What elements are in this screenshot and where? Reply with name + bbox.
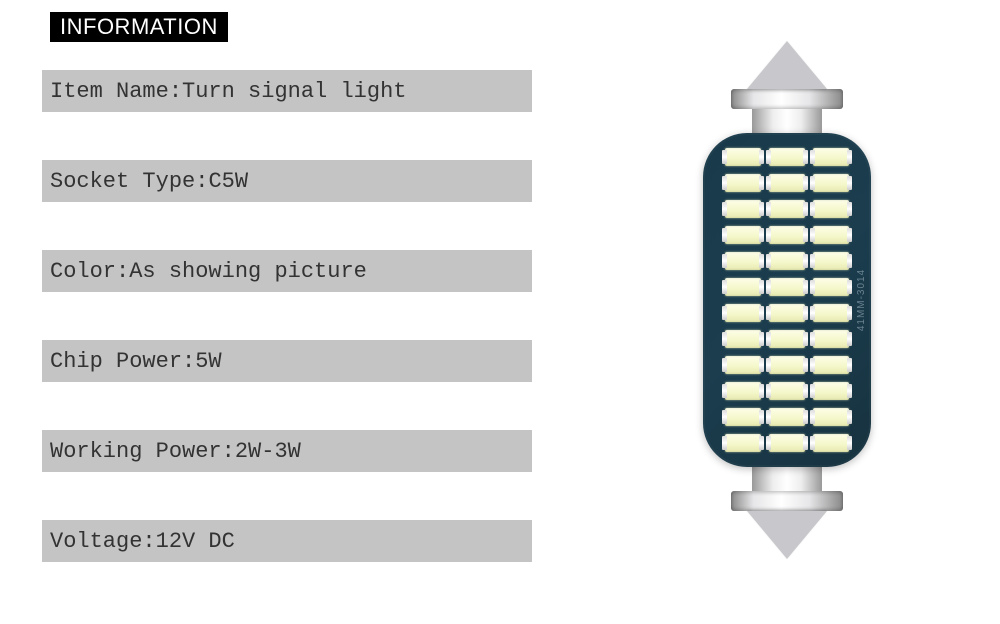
cap-neck-icon [752, 467, 822, 491]
festoon-cap-top [731, 41, 843, 133]
cap-cone-icon [747, 41, 827, 89]
led-chip-icon [813, 278, 849, 296]
led-chip-icon [813, 434, 849, 452]
spec-value: C5W [208, 169, 248, 194]
led-row [725, 382, 849, 400]
led-row [725, 174, 849, 192]
led-row [725, 148, 849, 166]
led-chip-icon [725, 382, 761, 400]
spec-value: As showing picture [129, 259, 367, 284]
led-row [725, 356, 849, 374]
festoon-cap-bottom [731, 467, 843, 559]
led-chip-icon [725, 226, 761, 244]
pcb-board: 41MM-3014 [703, 133, 871, 467]
spec-label: Working Power: [50, 439, 235, 464]
led-chip-icon [725, 356, 761, 374]
spec-label: Socket Type: [50, 169, 208, 194]
spec-value: 5W [195, 349, 221, 374]
cap-ring-icon [731, 491, 843, 511]
led-chip-icon [769, 278, 805, 296]
led-chip-icon [725, 200, 761, 218]
spec-label: Item Name: [50, 79, 182, 104]
led-chip-icon [725, 148, 761, 166]
spec-label: Voltage: [50, 529, 156, 554]
led-chip-icon [725, 278, 761, 296]
section-header: INFORMATION [50, 12, 228, 42]
led-chip-icon [725, 330, 761, 348]
led-chip-icon [813, 174, 849, 192]
spec-row: Chip Power:5W [42, 340, 532, 382]
cap-neck-icon [752, 109, 822, 133]
led-chip-icon [813, 226, 849, 244]
led-row [725, 330, 849, 348]
spec-row: Color:As showing picture [42, 250, 532, 292]
led-chip-icon [769, 226, 805, 244]
led-chip-icon [813, 252, 849, 270]
spec-label: Chip Power: [50, 349, 195, 374]
led-chip-icon [813, 200, 849, 218]
led-chip-icon [769, 304, 805, 322]
led-chip-icon [725, 252, 761, 270]
led-chip-icon [813, 330, 849, 348]
led-chip-icon [769, 174, 805, 192]
cap-cone-icon [747, 511, 827, 559]
spec-label: Color: [50, 259, 129, 284]
spec-row: Item Name:Turn signal light [42, 70, 532, 112]
led-row [725, 200, 849, 218]
led-row [725, 226, 849, 244]
led-chip-icon [813, 356, 849, 374]
led-chip-icon [769, 356, 805, 374]
led-row [725, 434, 849, 452]
led-chip-icon [725, 408, 761, 426]
led-chip-icon [813, 382, 849, 400]
product-image: 41MM-3014 [622, 30, 952, 570]
led-chip-icon [813, 408, 849, 426]
led-row [725, 304, 849, 322]
led-chip-icon [769, 382, 805, 400]
led-chip-icon [769, 252, 805, 270]
led-chip-icon [813, 304, 849, 322]
led-chip-icon [813, 148, 849, 166]
spec-row: Socket Type:C5W [42, 160, 532, 202]
led-chip-icon [769, 330, 805, 348]
led-chip-icon [769, 408, 805, 426]
spec-row: Voltage:12V DC [42, 520, 532, 562]
spec-value: Turn signal light [182, 79, 406, 104]
led-row [725, 278, 849, 296]
spec-value: 2W-3W [235, 439, 301, 464]
led-row [725, 252, 849, 270]
led-chip-icon [725, 434, 761, 452]
led-chip-icon [725, 304, 761, 322]
led-chip-icon [725, 174, 761, 192]
led-chip-icon [769, 434, 805, 452]
led-chip-icon [769, 148, 805, 166]
cap-ring-icon [731, 89, 843, 109]
led-chip-icon [769, 200, 805, 218]
pcb-marking: 41MM-3014 [856, 269, 867, 331]
led-row [725, 408, 849, 426]
spec-value: 12V DC [156, 529, 235, 554]
spec-row: Working Power:2W-3W [42, 430, 532, 472]
